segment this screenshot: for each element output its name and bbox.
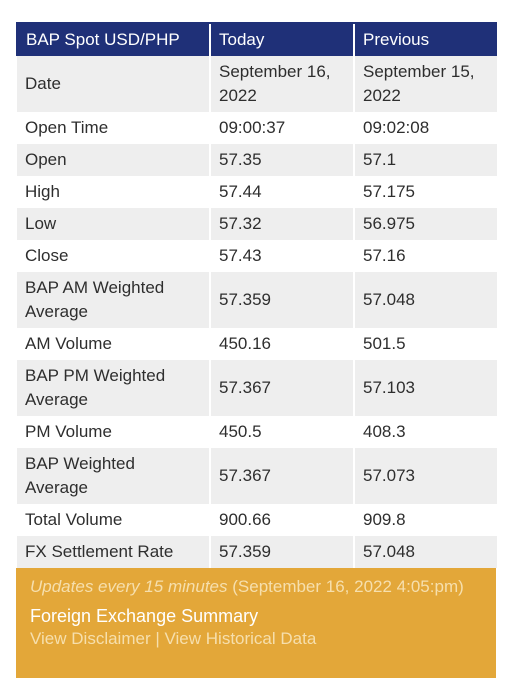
today-value: 57.44 [209,176,354,208]
table-row: Open 57.35 57.1 [17,144,497,176]
previous-value: 57.175 [353,176,497,208]
fx-rates-table: BAP Spot USD/PHP Today Previous Date Sep… [16,22,497,568]
view-historical-data-link[interactable]: View Historical Data [164,629,317,648]
row-label: FX Settlement Rate [17,536,210,568]
column-header-previous: Previous [353,22,497,56]
previous-value: 57.048 [353,536,497,568]
previous-value: 57.073 [353,448,497,504]
previous-value: 57.103 [353,360,497,416]
previous-value: 408.3 [353,416,497,448]
footer-title: Foreign Exchange Summary [30,606,259,626]
table-row: Close 57.43 57.16 [17,240,497,272]
table-row: Total Volume 900.66 909.8 [17,504,497,536]
today-value: 450.16 [209,328,354,360]
today-value: 900.66 [209,504,354,536]
today-value: 57.367 [209,448,354,504]
row-label: Low [17,208,210,240]
table-row: PM Volume 450.5 408.3 [17,416,497,448]
today-value: 57.32 [209,208,354,240]
row-label: BAP Weighted Average [17,448,210,504]
table-row: High 57.44 57.175 [17,176,497,208]
previous-value: 09:02:08 [353,112,497,144]
today-value: September 16, 2022 [209,56,354,112]
table-row: BAP Weighted Average 57.367 57.073 [17,448,497,504]
table-header-row: BAP Spot USD/PHP Today Previous [16,22,497,56]
previous-value: 909.8 [353,504,497,536]
summary-footer: Updates every 15 minutes (September 16, … [16,568,496,678]
today-value: 57.35 [209,144,354,176]
link-separator: | [155,629,160,648]
footer-links: View Disclaimer | View Historical Data [30,628,482,650]
previous-value: 501.5 [353,328,497,360]
today-value: 09:00:37 [209,112,354,144]
previous-value: 57.1 [353,144,497,176]
table-row: BAP AM Weighted Average 57.359 57.048 [17,272,497,328]
table-row: Date September 16, 2022 September 15, 20… [17,56,497,112]
today-value: 57.43 [209,240,354,272]
row-label: Open Time [17,112,210,144]
column-header-label: BAP Spot USD/PHP [16,22,210,56]
row-label: BAP PM Weighted Average [17,360,210,416]
today-value: 450.5 [209,416,354,448]
row-label: Date [17,56,210,112]
view-disclaimer-link[interactable]: View Disclaimer [30,629,151,648]
previous-value: September 15, 2022 [353,56,497,112]
today-value: 57.359 [209,536,354,568]
table-row: AM Volume 450.16 501.5 [17,328,497,360]
fx-summary-widget: BAP Spot USD/PHP Today Previous Date Sep… [16,22,497,678]
update-status: Updates every 15 minutes (September 16, … [30,576,482,598]
previous-value: 57.16 [353,240,497,272]
previous-value: 56.975 [353,208,497,240]
row-label: High [17,176,210,208]
table-row: FX Settlement Rate 57.359 57.048 [17,536,497,568]
column-header-today: Today [209,22,354,56]
table-row: Low 57.32 56.975 [17,208,497,240]
table-row: BAP PM Weighted Average 57.367 57.103 [17,360,497,416]
table-row: Open Time 09:00:37 09:02:08 [17,112,497,144]
row-label: PM Volume [17,416,210,448]
update-frequency-note: Updates every 15 minutes [30,577,228,596]
row-label: Open [17,144,210,176]
update-timestamp: (September 16, 2022 4:05:pm) [232,577,464,596]
row-label: AM Volume [17,328,210,360]
today-value: 57.359 [209,272,354,328]
previous-value: 57.048 [353,272,497,328]
row-label: Close [17,240,210,272]
row-label: BAP AM Weighted Average [17,272,210,328]
row-label: Total Volume [17,504,210,536]
today-value: 57.367 [209,360,354,416]
